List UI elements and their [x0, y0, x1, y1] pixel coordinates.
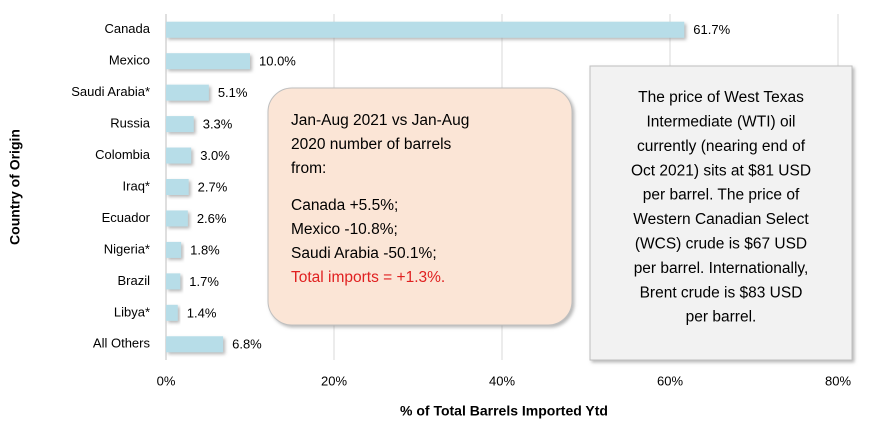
y-tick-label: Canada	[104, 21, 150, 36]
value-label: 2.7%	[198, 179, 228, 194]
bar	[166, 179, 189, 195]
bar	[166, 53, 250, 70]
bar	[166, 147, 192, 164]
y-axis-title: Country of Origin	[7, 129, 23, 245]
bar	[166, 241, 182, 258]
annotation-text: Oct 2021) sits at $81 USD	[631, 162, 811, 179]
annotation-text: Total imports = +1.3%.	[291, 269, 445, 286]
annotation-text: Intermediate (WTI) oil	[646, 113, 795, 130]
value-label: 1.8%	[190, 242, 220, 257]
annotation-text: from:	[291, 160, 326, 177]
annotation-text: currently (nearing end of	[637, 138, 806, 155]
y-tick-label: Iraq*	[123, 178, 150, 193]
annotation-text: per barrel. Internationally,	[634, 260, 809, 277]
annotation-text: Canada +5.5%;	[291, 197, 398, 214]
y-tick-label: Saudi Arabia*	[71, 84, 150, 99]
annotation-text: Brent crude is $83 USD	[640, 284, 803, 301]
y-tick-label: All Others	[93, 336, 151, 351]
x-axis-title: % of Total Barrels Imported Ytd	[400, 403, 608, 419]
bar	[166, 304, 178, 321]
annotation: The price of West Texas Intermediate (WTI…	[589, 65, 853, 361]
x-tick-label: 80%	[825, 373, 851, 388]
value-label: 10.0%	[259, 54, 296, 69]
y-tick-label: Mexico	[109, 53, 150, 68]
x-tick-label: 40%	[489, 373, 515, 388]
annotation-box	[589, 65, 853, 361]
bar	[166, 21, 685, 38]
annotation-text: 2020 number of barrels	[291, 136, 452, 153]
bar	[166, 273, 181, 290]
annotation-text: per barrel. The price of	[643, 187, 800, 204]
annotation-text: Saudi Arabia -50.1%;	[291, 245, 437, 262]
bar	[166, 336, 224, 353]
value-label: 5.1%	[218, 85, 248, 100]
y-tick-label: Colombia	[95, 147, 151, 162]
x-tick-label: 0%	[157, 373, 176, 388]
annotation: Jan-Aug 2021 vs Jan-Aug 2020 number of ba…	[267, 87, 573, 326]
annotation-text: Jan-Aug 2021 vs Jan-Aug	[291, 112, 469, 129]
annotation-text: (WCS) crude is $67 USD	[635, 235, 807, 252]
y-tick-label: Brazil	[117, 273, 150, 288]
value-label: 61.7%	[693, 22, 730, 37]
bar	[166, 84, 209, 101]
y-tick-label: Nigeria*	[104, 241, 150, 256]
value-label: 6.8%	[232, 337, 262, 352]
annotation-text: Mexico -10.8%;	[291, 221, 398, 238]
value-label: 3.0%	[200, 148, 230, 163]
value-label: 1.4%	[187, 305, 217, 320]
x-tick-label: 60%	[657, 373, 683, 388]
annotation-text: The price of West Texas	[638, 89, 804, 106]
bar	[166, 116, 194, 133]
bar	[166, 210, 188, 227]
annotation-box	[267, 87, 573, 326]
value-label: 1.7%	[189, 274, 219, 289]
value-label: 2.6%	[197, 211, 227, 226]
y-tick-label: Ecuador	[102, 210, 151, 225]
y-tick-label: Russia	[110, 116, 151, 131]
y-tick-label: Libya*	[114, 304, 150, 319]
annotation-text: Western Canadian Select	[633, 211, 809, 228]
annotation-text: per barrel.	[686, 309, 757, 326]
x-tick-label: 20%	[321, 373, 347, 388]
value-label: 3.3%	[203, 117, 233, 132]
